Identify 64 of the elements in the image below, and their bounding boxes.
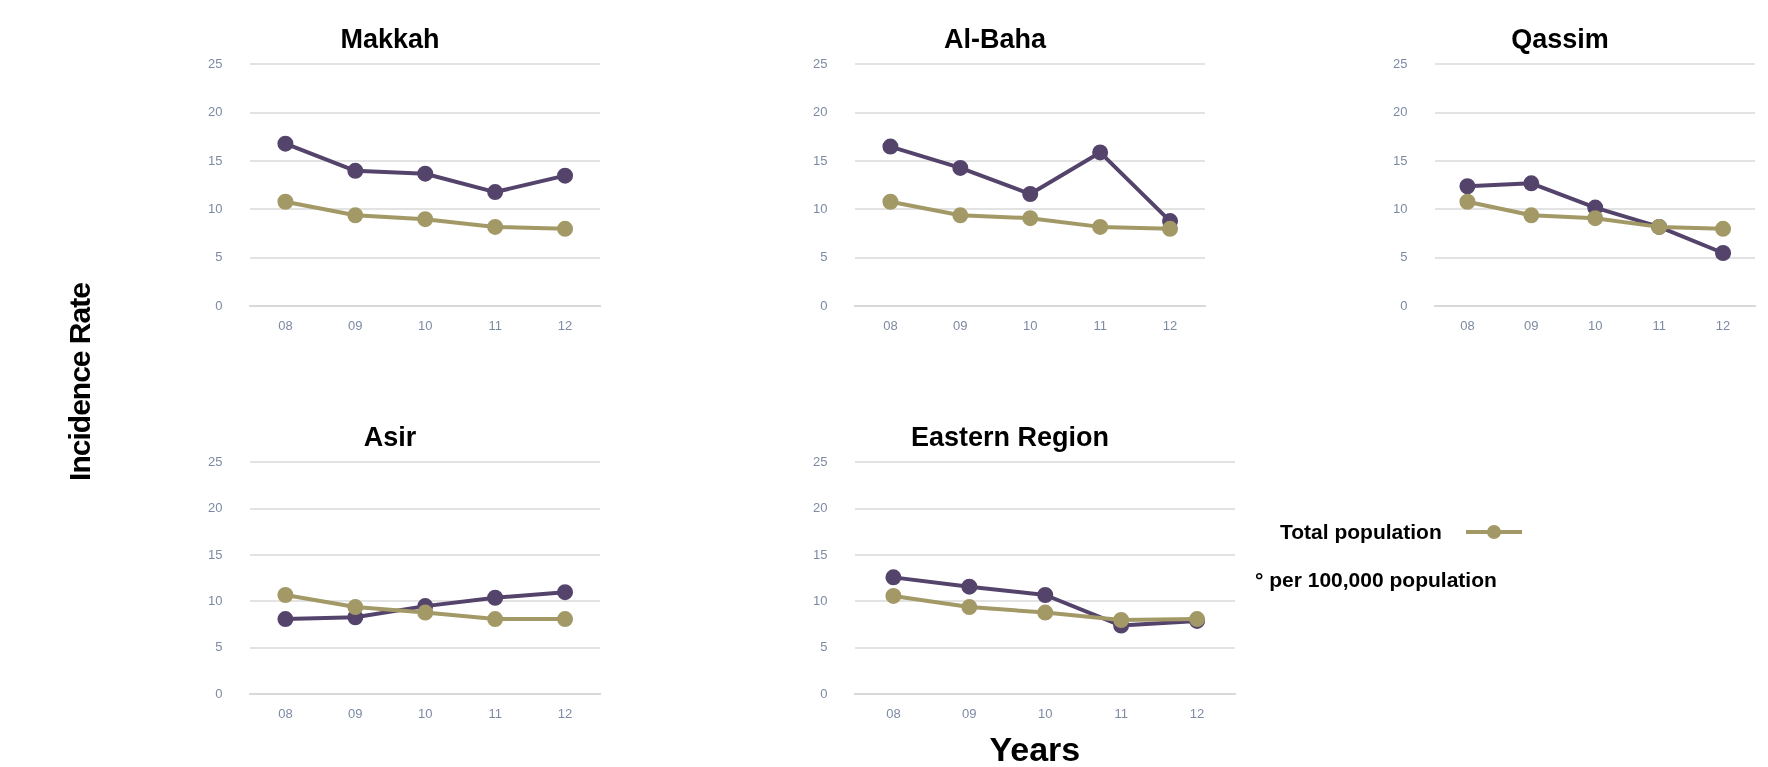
x-tick-label: 12 <box>1162 317 1178 333</box>
x-tick-label: 10 <box>1038 705 1053 721</box>
y-tick-label: 0 <box>215 297 223 313</box>
x-tick-label: 12 <box>1715 317 1731 333</box>
y-tick-label: 15 <box>207 152 223 168</box>
y-tick-label: 5 <box>820 249 828 265</box>
y-tick-label: 10 <box>812 201 828 217</box>
x-tick-label: 10 <box>418 317 433 333</box>
y-tick-label: 15 <box>812 152 828 168</box>
y-tick-label: 10 <box>207 201 223 217</box>
x-tick-label: 10 <box>1023 317 1038 333</box>
y-tick-label: 25 <box>207 453 223 469</box>
y-tick-label: 20 <box>207 500 223 516</box>
y-tick-label: 20 <box>812 104 828 120</box>
y-tick-label: 10 <box>812 593 828 609</box>
y-tick-label: 15 <box>812 546 828 562</box>
x-tick-label: 09 <box>962 705 977 721</box>
x-tick-label: 10 <box>418 705 433 721</box>
x-tick-label: 12 <box>557 317 573 333</box>
y-tick-label: 15 <box>207 546 223 562</box>
y-axis-title: Incidence Rate <box>62 283 97 481</box>
x-tick-label: 10 <box>1588 317 1603 333</box>
y-tick-label: 25 <box>812 453 828 469</box>
chart-title: Qassim <box>1511 23 1609 54</box>
x-tick-label: 09 <box>348 317 363 333</box>
x-tick-label: 08 <box>278 317 293 333</box>
x-tick-label: 08 <box>1460 317 1475 333</box>
x-tick-label: 12 <box>557 705 573 721</box>
y-tick-label: 20 <box>812 500 828 516</box>
y-tick-label: 5 <box>215 639 223 655</box>
x-tick-label: 08 <box>278 705 293 721</box>
x-tick-label: 11 <box>1652 317 1666 333</box>
y-tick-label: 0 <box>1400 297 1408 313</box>
y-tick-label: 25 <box>207 55 223 71</box>
x-tick-label: 11 <box>1093 317 1107 333</box>
y-tick-label: 15 <box>1392 152 1408 168</box>
y-tick-label: 10 <box>207 593 223 609</box>
y-tick-label: 20 <box>1392 104 1408 120</box>
x-tick-label: 09 <box>953 317 968 333</box>
text: ° per 100,000 population <box>1255 568 1497 592</box>
y-tick-label: 0 <box>820 297 828 313</box>
x-tick-label: 11 <box>1114 705 1128 721</box>
y-tick-label: 20 <box>207 104 223 120</box>
y-tick-label: 25 <box>812 55 828 71</box>
y-tick-label: 0 <box>215 685 223 701</box>
chart-title: Makkah <box>340 23 440 54</box>
y-tick-label: 0 <box>820 685 828 701</box>
legend-label: Total population <box>1280 520 1442 544</box>
x-tick-label: 12 <box>1189 705 1205 721</box>
x-axis-title: Years <box>989 730 1081 767</box>
chart-title: Asir <box>363 421 417 452</box>
x-tick-label: 09 <box>348 705 363 721</box>
x-tick-label: 11 <box>488 317 502 333</box>
y-tick-label: 5 <box>215 249 223 265</box>
y-tick-label: 5 <box>820 639 828 655</box>
y-tick-label: 5 <box>1400 249 1408 265</box>
x-tick-label: 08 <box>883 317 898 333</box>
chart-title: Eastern Region <box>910 421 1110 452</box>
y-tick-label: 10 <box>1392 201 1408 217</box>
x-tick-label: 09 <box>1524 317 1539 333</box>
chart-title: Al-Baha <box>943 23 1047 54</box>
y-tick-label: 25 <box>1392 55 1408 71</box>
x-tick-label: 08 <box>886 705 901 721</box>
x-tick-label: 11 <box>488 705 502 721</box>
